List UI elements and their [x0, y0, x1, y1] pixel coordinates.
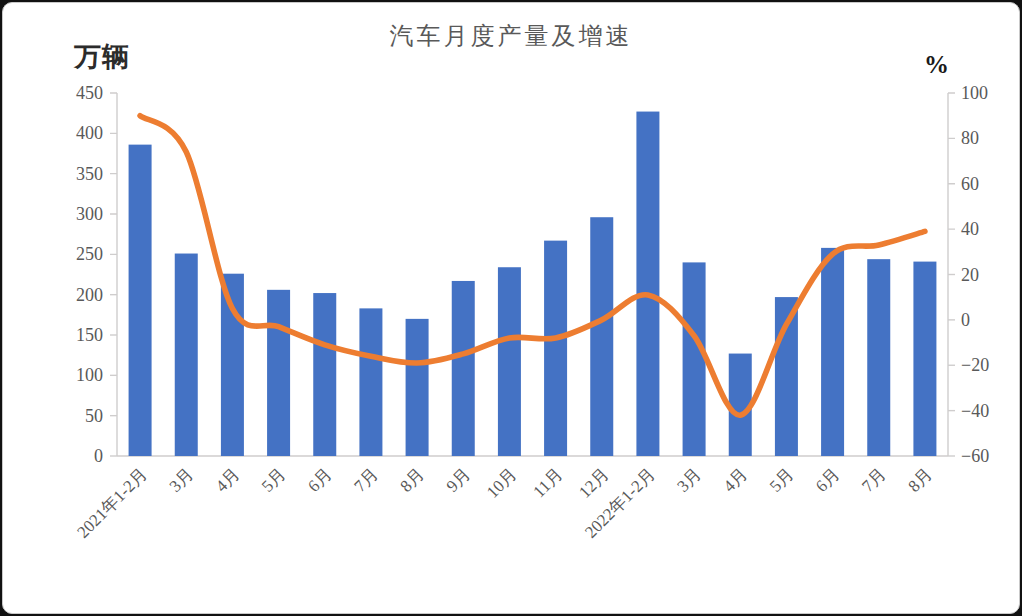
x-axis-tick-label: 4月 [212, 464, 243, 495]
x-axis-tick-label: 3月 [166, 464, 197, 495]
left-axis-tick-label: 200 [76, 285, 103, 305]
production-bar [452, 281, 475, 456]
production-bar [267, 290, 290, 456]
production-bar [129, 145, 152, 456]
production-bar [221, 274, 244, 456]
x-axis-tick-label: 7月 [350, 464, 381, 495]
x-axis-tick-label: 12月 [575, 464, 612, 501]
x-axis-tick-label: 9月 [443, 464, 474, 495]
plot-area: 450400350300250200150100500100806040200−… [3, 3, 1019, 613]
x-axis-tick-label: 8月 [396, 464, 427, 495]
x-axis-tick-label: 5月 [766, 464, 797, 495]
x-axis-tick-label: 10月 [483, 464, 520, 501]
right-axis-tick-label: 80 [961, 128, 979, 148]
right-axis-tick-label: −60 [961, 446, 989, 466]
production-bar [867, 259, 890, 456]
production-bar [175, 254, 198, 456]
production-bar [406, 319, 429, 456]
x-axis-tick-label: 6月 [812, 464, 843, 495]
left-axis-tick-label: 450 [76, 83, 103, 103]
production-bar [636, 112, 659, 456]
right-axis-tick-label: 20 [961, 265, 979, 285]
x-axis-tick-label: 5月 [258, 464, 289, 495]
production-bar [590, 217, 613, 456]
x-axis-tick-label: 2021年1-2月 [73, 464, 151, 542]
right-axis-tick-label: 100 [961, 83, 988, 103]
x-axis-tick-label: 11月 [529, 464, 566, 501]
production-bar [544, 241, 567, 456]
production-bar [359, 308, 382, 456]
right-axis-tick-label: 60 [961, 174, 979, 194]
growth-line [140, 116, 925, 416]
chart-page: 汽车月度产量及增速 万辆 % 4504003503002502001501005… [2, 2, 1020, 614]
left-axis-tick-label: 400 [76, 123, 103, 143]
x-axis-tick-label: 8月 [904, 464, 935, 495]
production-bar [821, 248, 844, 456]
right-axis-tick-label: 0 [961, 310, 970, 330]
x-axis-tick-label: 3月 [673, 464, 704, 495]
right-axis-tick-label: −40 [961, 401, 989, 421]
left-axis-tick-label: 0 [94, 446, 103, 466]
left-axis-tick-label: 50 [85, 406, 103, 426]
production-bar [683, 262, 706, 456]
left-axis-tick-label: 250 [76, 244, 103, 264]
x-axis-tick-label: 6月 [304, 464, 335, 495]
x-axis-tick-label: 4月 [720, 464, 751, 495]
left-axis-tick-label: 300 [76, 204, 103, 224]
left-axis-tick-label: 350 [76, 164, 103, 184]
left-axis-tick-label: 100 [76, 365, 103, 385]
right-axis-tick-label: −20 [961, 355, 989, 375]
chart-svg: 450400350300250200150100500100806040200−… [3, 3, 1019, 613]
production-bar [913, 262, 936, 456]
production-bar [313, 293, 336, 456]
production-bar [498, 267, 521, 456]
right-axis-tick-label: 40 [961, 219, 979, 239]
left-axis-tick-label: 150 [76, 325, 103, 345]
x-axis-tick-label: 7月 [858, 464, 889, 495]
